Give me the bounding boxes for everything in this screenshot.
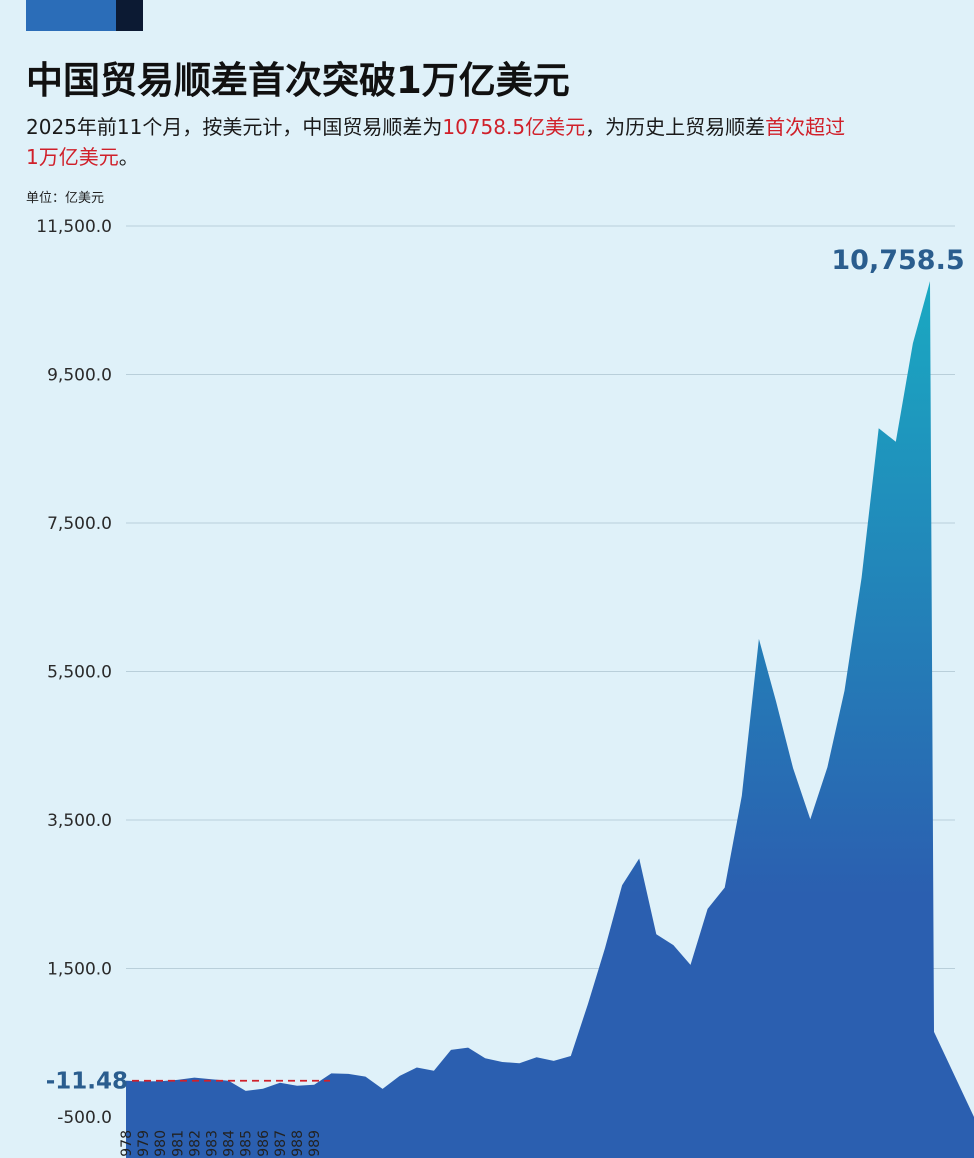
y-tick-label: 11,500.0 [36, 217, 112, 237]
x-tick-label: 1981 [170, 1130, 186, 1158]
unit-label: 单位：亿美元 [26, 191, 105, 206]
x-tick-label: 1982 [187, 1130, 203, 1158]
subtitle-text-3: 。 [118, 145, 139, 169]
annotations: 10,758.5 -11.48 [46, 245, 965, 1095]
subtitle-text-2: ，为历史上贸易顺差 [585, 115, 766, 139]
x-axis-ticks: 1978 1979 1980 1981 1982 1983 1984 1985 1986 1987… [119, 1130, 323, 1158]
y-tick-label: 3,500.0 [47, 811, 112, 831]
y-tick-label: 5,500.0 [47, 663, 112, 683]
area-series [126, 281, 974, 1158]
subtitle-text-1: 2025年前11个月，按美元计，中国贸易顺差为 [26, 115, 443, 139]
y-tick-label: 7,500.0 [47, 514, 112, 534]
chart-title: 中国贸易顺差首次突破1万亿美元 [26, 59, 570, 102]
x-tick-label: 1980 [153, 1130, 169, 1158]
header-accent-bar-dark [116, 0, 143, 31]
x-tick-label: 1984 [222, 1130, 238, 1158]
chart-subtitle: 2025年前11个月，按美元计，中国贸易顺差为10758.5亿美元，为历史上贸易… [26, 112, 856, 172]
y-tick-label: -500.0 [57, 1108, 112, 1128]
x-tick-label: 1987 [273, 1130, 289, 1158]
subtitle-highlight-milestone: 首次超过1万亿美元 [26, 115, 846, 169]
start-value-label: -11.48 [46, 1069, 128, 1095]
y-tick-label: 1,500.0 [47, 960, 112, 980]
area-fill [126, 281, 974, 1158]
header-accent-bar [26, 0, 116, 31]
y-tick-label: 9,500.0 [47, 366, 112, 386]
x-tick-label: 1986 [256, 1130, 272, 1158]
x-tick-label: 1983 [205, 1130, 221, 1158]
x-tick-label: 1979 [136, 1130, 152, 1158]
x-tick-label: 1988 [290, 1130, 306, 1158]
x-tick-label: 1985 [239, 1130, 255, 1158]
x-tick-label: 1978 [119, 1130, 135, 1158]
x-tick-label: 1989 [307, 1130, 323, 1158]
y-axis-ticks: 11,500.0 9,500.0 7,500.0 5,500.0 3,500.0 1,50… [36, 217, 112, 1128]
peak-value-label: 10,758.5 [831, 245, 964, 276]
subtitle-highlight-value: 10758.5亿美元 [442, 115, 586, 139]
